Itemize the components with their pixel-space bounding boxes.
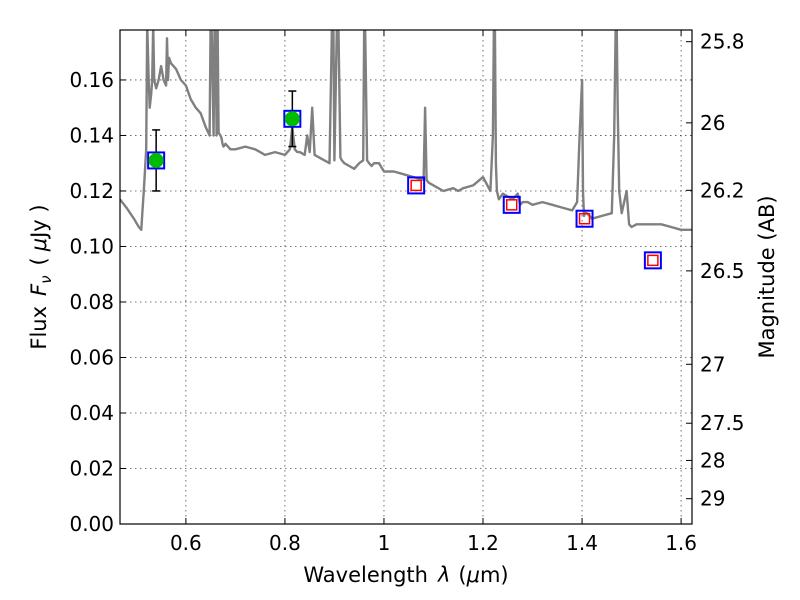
- mag-tick-label: 28: [700, 448, 725, 472]
- predicted-marker: [410, 179, 422, 192]
- y-tick-label: 0.12: [69, 179, 114, 203]
- x-tick-label: 1.6: [665, 531, 697, 555]
- y-axis-label: FluxFν(μJy ): [27, 204, 55, 349]
- observed-point: [148, 152, 164, 168]
- mag-tick-label: 26: [700, 111, 725, 135]
- model-band-marker: [147, 151, 166, 170]
- y-tick-label: 0.16: [69, 68, 114, 92]
- y-tick-label: 0.08: [69, 290, 114, 314]
- grid: [120, 30, 692, 525]
- predicted-marker: [505, 199, 518, 211]
- y-tick-label: 0.10: [69, 234, 114, 258]
- model-band-marker: [575, 209, 594, 228]
- model-band-marker: [407, 176, 426, 195]
- x-axis-label: Wavelength λ (μm): [303, 563, 508, 587]
- x-tick-label: 0.6: [170, 531, 202, 555]
- mag-tick-label: 27.5: [700, 411, 745, 435]
- model-band-marker: [643, 251, 662, 270]
- x-tick-label: 1: [378, 531, 391, 555]
- model-band-marker: [283, 109, 302, 128]
- y-tick-label: 0.14: [69, 123, 114, 147]
- y-tick-label: 0.02: [69, 456, 114, 480]
- x-tick-label: 1.4: [566, 531, 598, 555]
- x-tick-label: 1.2: [467, 531, 499, 555]
- mag-tick-label: 25.8: [700, 30, 745, 54]
- mag-tick-label: 26.5: [700, 259, 745, 283]
- predicted-marker: [647, 254, 659, 267]
- y-tick-label: 0.04: [69, 401, 114, 425]
- spectrum-line: [120, 30, 692, 231]
- points-layer: [147, 90, 662, 270]
- x-tick-label: 0.8: [269, 531, 301, 555]
- mag-tick-label: 26.2: [700, 178, 745, 202]
- predicted-marker: [578, 212, 591, 225]
- y-tick-label: 0.00: [69, 512, 114, 536]
- y-tick-label: 0.06: [69, 345, 114, 369]
- ticks-layer: 0.6 0.8 1 1.2 1.4 1.6 0.00 0.02 0.04 0.06 0.08 0.10…: [69, 30, 744, 555]
- plot-frame: [119, 29, 693, 525]
- mag-tick-label: 29: [700, 487, 725, 511]
- model-band-marker: [502, 195, 521, 214]
- mag-tick-label: 27: [700, 352, 725, 376]
- spectrum-layer: [120, 30, 692, 231]
- y-right-axis-label: Magnitude (AB): [755, 195, 779, 358]
- observed-point: [284, 111, 300, 127]
